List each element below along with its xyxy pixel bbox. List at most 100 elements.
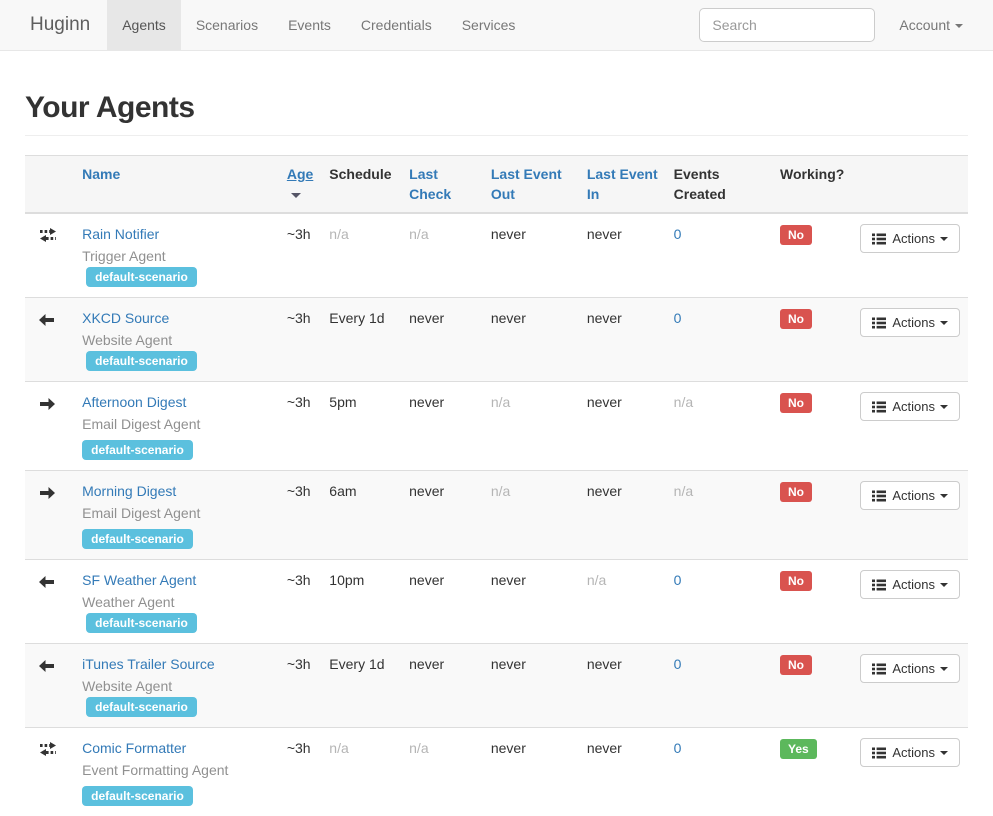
column-header-last-check[interactable]: Last Check: [401, 156, 483, 214]
nav-tab-credentials[interactable]: Credentials: [346, 0, 447, 50]
cell-last_event_out: n/a: [483, 471, 579, 560]
actions-button[interactable]: Actions: [860, 224, 960, 253]
brand-logo[interactable]: Huginn: [0, 0, 107, 50]
cell-last_event_in: never: [579, 471, 666, 560]
cell-last_event_in: never: [579, 213, 666, 298]
cell-age: ~3h: [279, 382, 321, 471]
agent-subline: Email Digest Agentdefault-scenario: [82, 414, 271, 460]
actions-button[interactable]: Actions: [860, 570, 960, 599]
arrow-right-icon: [39, 484, 55, 504]
events-created-count[interactable]: 0: [674, 656, 682, 672]
agent-name-link[interactable]: Comic Formatter: [82, 740, 186, 756]
list-icon: [872, 401, 886, 413]
account-menu[interactable]: Account: [899, 17, 963, 33]
actions-button-label: Actions: [892, 315, 935, 330]
nav-tab-services[interactable]: Services: [447, 0, 531, 50]
actions-button[interactable]: Actions: [860, 308, 960, 337]
column-header-name[interactable]: Name: [74, 156, 279, 214]
column-header-label: Schedule: [329, 166, 391, 182]
list-icon: [872, 579, 886, 591]
events-created-count[interactable]: 0: [674, 572, 682, 588]
cell-schedule: n/a: [321, 728, 401, 816]
scenario-badge[interactable]: default-scenario: [86, 697, 197, 717]
agent-type-label: Website Agent: [82, 678, 172, 694]
actions-button-label: Actions: [892, 231, 935, 246]
column-header-label: Working?: [780, 166, 844, 182]
column-header-label[interactable]: Age: [287, 166, 313, 182]
actions-button[interactable]: Actions: [860, 481, 960, 510]
chevron-down-icon: [940, 405, 948, 409]
actions-button[interactable]: Actions: [860, 392, 960, 421]
nav-tab-agents[interactable]: Agents: [107, 0, 181, 50]
cell-age: ~3h: [279, 644, 321, 728]
column-header-label[interactable]: Last Check: [409, 166, 451, 202]
cell-last_event_out: never: [483, 298, 579, 382]
table-row: SF Weather Agent Weather Agentdefault-sc…: [25, 560, 968, 644]
agent-subline: Event Formatting Agent default-scenario: [82, 760, 271, 806]
agent-name-link[interactable]: SF Weather Agent: [82, 572, 196, 588]
list-icon: [872, 663, 886, 675]
agent-type-label: Event Formatting Agent: [82, 762, 228, 778]
agent-subline: Website Agent default-scenario: [82, 676, 271, 717]
agent-name-link[interactable]: iTunes Trailer Source: [82, 656, 215, 672]
column-header-age[interactable]: Age: [279, 156, 321, 214]
scenario-badge[interactable]: default-scenario: [86, 351, 197, 371]
search-input[interactable]: [699, 8, 875, 42]
agent-name-link[interactable]: Morning Digest: [82, 483, 176, 499]
scenario-badge[interactable]: default-scenario: [82, 529, 193, 549]
actions-button-label: Actions: [892, 488, 935, 503]
scenario-badge[interactable]: default-scenario: [86, 613, 197, 633]
working-status-badge: No: [780, 571, 812, 591]
cell-age: ~3h: [279, 560, 321, 644]
table-header: Name Age Schedule Last Check Last Event Out L…: [25, 156, 968, 214]
actions-button[interactable]: Actions: [860, 654, 960, 683]
cell-age: ~3h: [279, 298, 321, 382]
events-created-count: n/a: [674, 483, 693, 499]
chevron-down-icon: [955, 24, 963, 28]
column-header-last-event-in[interactable]: Last Event In: [579, 156, 666, 214]
column-header-last-event-out[interactable]: Last Event Out: [483, 156, 579, 214]
working-status-badge: No: [780, 309, 812, 329]
actions-button-label: Actions: [892, 745, 935, 760]
actions-button[interactable]: Actions: [860, 738, 960, 767]
cell-last_event_in: n/a: [579, 560, 666, 644]
list-icon: [872, 233, 886, 245]
nav-tab-events[interactable]: Events: [273, 0, 346, 50]
column-header-label[interactable]: Name: [82, 166, 120, 182]
chevron-down-icon: [940, 751, 948, 755]
cell-age: ~3h: [279, 728, 321, 816]
cell-schedule: 10pm: [321, 560, 401, 644]
column-header-events-created: Events Created: [666, 156, 772, 214]
cell-last_event_in: never: [579, 728, 666, 816]
events-created-count[interactable]: 0: [674, 310, 682, 326]
cell-schedule: Every 1d: [321, 298, 401, 382]
cell-last_check: n/a: [401, 213, 483, 298]
cell-schedule: Every 1d: [321, 644, 401, 728]
column-header-label[interactable]: Last Event Out: [491, 166, 562, 202]
scenario-badge[interactable]: default-scenario: [86, 267, 197, 287]
scenario-badge[interactable]: default-scenario: [82, 786, 193, 806]
arrow-left-icon: [39, 311, 55, 331]
chevron-down-icon: [940, 583, 948, 587]
events-created-count[interactable]: 0: [674, 226, 682, 242]
column-header-label[interactable]: Last Event In: [587, 166, 658, 202]
working-status-badge: No: [780, 393, 812, 413]
nav-tab-scenarios[interactable]: Scenarios: [181, 0, 273, 50]
scenario-badge[interactable]: default-scenario: [82, 440, 193, 460]
cell-last_event_out: never: [483, 560, 579, 644]
agent-name-link[interactable]: XKCD Source: [82, 310, 169, 326]
actions-button-label: Actions: [892, 661, 935, 676]
cell-last_check: never: [401, 382, 483, 471]
agent-name-link[interactable]: Rain Notifier: [82, 226, 159, 242]
cell-last_event_in: never: [579, 644, 666, 728]
cell-last_event_out: never: [483, 728, 579, 816]
events-created-count: n/a: [674, 394, 693, 410]
events-created-count[interactable]: 0: [674, 740, 682, 756]
agent-name-link[interactable]: Afternoon Digest: [82, 394, 186, 410]
title-divider: [25, 135, 968, 136]
chevron-down-icon: [940, 494, 948, 498]
arrow-left-icon: [39, 573, 55, 593]
cell-last_check: never: [401, 644, 483, 728]
agent-subline: Weather Agentdefault-scenario: [82, 592, 271, 633]
page-container: Your Agents NameAgeScheduleLast CheckLas…: [0, 91, 993, 816]
